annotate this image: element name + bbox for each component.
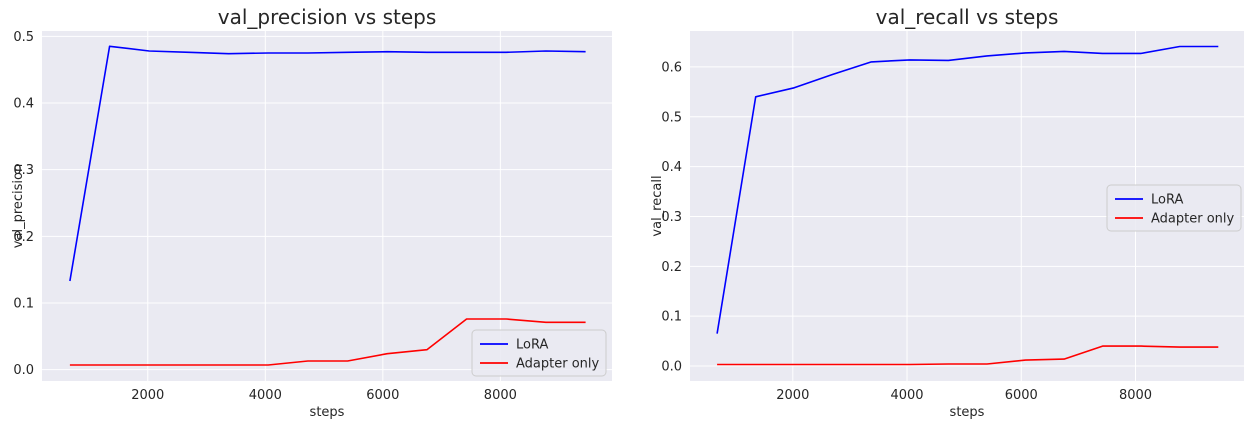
legend: LoRA Adapter only [1106,184,1242,232]
series-line-adapter-only [717,345,1219,366]
chart-title: val_precision vs steps [218,5,437,29]
y-axis-label: val_recall [650,175,665,236]
y-tick-label: 0.4 [661,160,682,175]
chart-title: val_recall vs steps [876,5,1059,29]
chart-1: 2000 4000 6000 8000 0.0 0.1 0.2 0.3 0.4 0.5 val_pr… [11,5,612,420]
legend-box [471,329,607,377]
legend-label: LoRA [516,338,548,353]
y-tick-label: 0.2 [661,260,682,275]
x-axis-label: steps [950,405,985,420]
legend: LoRA Adapter only [471,329,607,377]
y-tick-label: 0.0 [13,363,34,378]
x-tick-label: 4000 [249,388,282,403]
legend-label: Adapter only [1151,212,1235,227]
y-tick-label: 0.4 [13,97,34,112]
chart-2: 2000 4000 6000 8000 0.0 0.1 0.2 0.3 0.4 0.5 0.6 val… [650,5,1244,420]
legend-label: LoRA [1151,193,1183,208]
x-tick-label: 8000 [484,388,517,403]
x-tick-label: 6000 [366,388,399,403]
y-tick-label: 0.2 [13,230,34,245]
series-line-adapter-only [69,318,586,366]
x-tick-label: 4000 [890,388,923,403]
series-line-lora [69,45,586,282]
y-tick-label: 0.5 [13,30,34,45]
y-axis-label: val_precision [11,164,26,248]
y-tick-label: 0.6 [661,60,682,75]
y-tick-label: 0.1 [661,310,682,325]
y-tick-label: 0.0 [661,360,682,375]
x-tick-label: 8000 [1119,388,1152,403]
x-tick-label: 2000 [131,388,164,403]
plot-area [42,31,612,381]
y-tick-label: 0.3 [661,210,682,225]
x-axis-label: steps [310,405,345,420]
legend-box [1106,184,1242,232]
y-tick-label: 0.3 [13,163,34,178]
y-tick-label: 0.5 [661,110,682,125]
legend-label: Adapter only [516,357,600,372]
series-line-lora [716,45,1219,334]
x-tick-label: 6000 [1005,388,1038,403]
y-tick-label: 0.1 [13,297,34,312]
x-tick-label: 2000 [776,388,809,403]
